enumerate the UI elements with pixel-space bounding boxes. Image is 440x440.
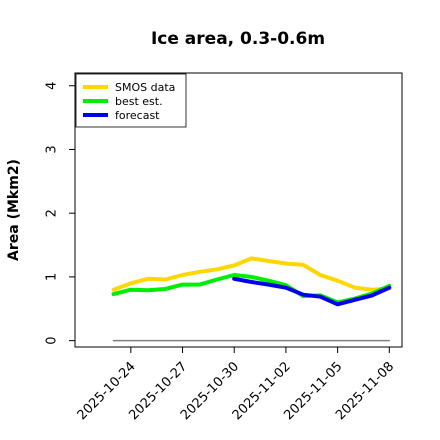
plot-frame bbox=[74, 72, 403, 348]
y-tick-label: 1 bbox=[45, 273, 60, 281]
y-tick-label: 3 bbox=[44, 145, 59, 153]
legend-label: SMOS data bbox=[115, 81, 175, 94]
y-tick-label: 4 bbox=[45, 82, 60, 90]
series-line-smos-data bbox=[111, 256, 392, 292]
y-tick-label: 0 bbox=[45, 336, 60, 344]
y-axis-label: Area (Mkm2) bbox=[6, 159, 22, 261]
y-tick-label: 2 bbox=[44, 209, 59, 217]
legend-label: best est. bbox=[115, 95, 163, 108]
series-layer bbox=[111, 256, 392, 342]
series-line-forecast bbox=[232, 276, 392, 307]
chart-title: Ice area, 0.3-0.6m bbox=[151, 29, 325, 49]
legend-label: forecast bbox=[115, 109, 160, 122]
